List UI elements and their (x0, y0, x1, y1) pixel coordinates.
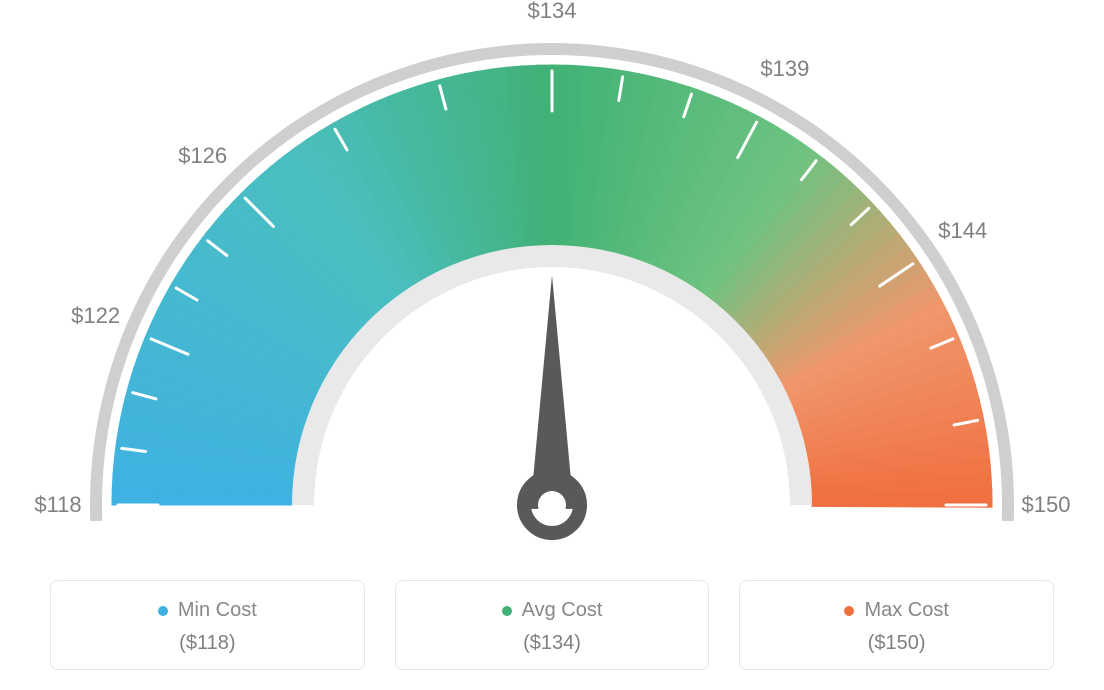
legend-label-avg: Avg Cost (522, 599, 603, 622)
legend-dot-avg (502, 606, 512, 616)
gauge-svg (0, 0, 1104, 560)
legend-row: Min Cost ($118) Avg Cost ($134) Max Cost… (50, 580, 1054, 670)
legend-value-min: ($118) (61, 632, 354, 655)
legend-value-avg: ($134) (406, 632, 699, 655)
legend-card-avg: Avg Cost ($134) (395, 580, 710, 670)
legend-title-min: Min Cost (158, 599, 257, 622)
gauge-chart: $118 $122 $126 $134 $139 $144 $150 (0, 0, 1104, 560)
tick-label: $144 (938, 218, 987, 244)
tick-label: $126 (178, 143, 227, 169)
legend-title-max: Max Cost (844, 599, 948, 622)
tick-label: $122 (71, 303, 120, 329)
tick-label: $139 (760, 56, 809, 82)
legend-dot-max (844, 606, 854, 616)
legend-card-min: Min Cost ($118) (50, 580, 365, 670)
tick-label: $134 (528, 0, 577, 24)
legend-label-min: Min Cost (178, 599, 257, 622)
tick-label: $150 (1022, 492, 1071, 518)
tick-label: $118 (34, 492, 81, 518)
legend-label-max: Max Cost (864, 599, 948, 622)
legend-title-avg: Avg Cost (502, 599, 603, 622)
legend-dot-min (158, 606, 168, 616)
legend-card-max: Max Cost ($150) (739, 580, 1054, 670)
legend-value-max: ($150) (750, 632, 1043, 655)
